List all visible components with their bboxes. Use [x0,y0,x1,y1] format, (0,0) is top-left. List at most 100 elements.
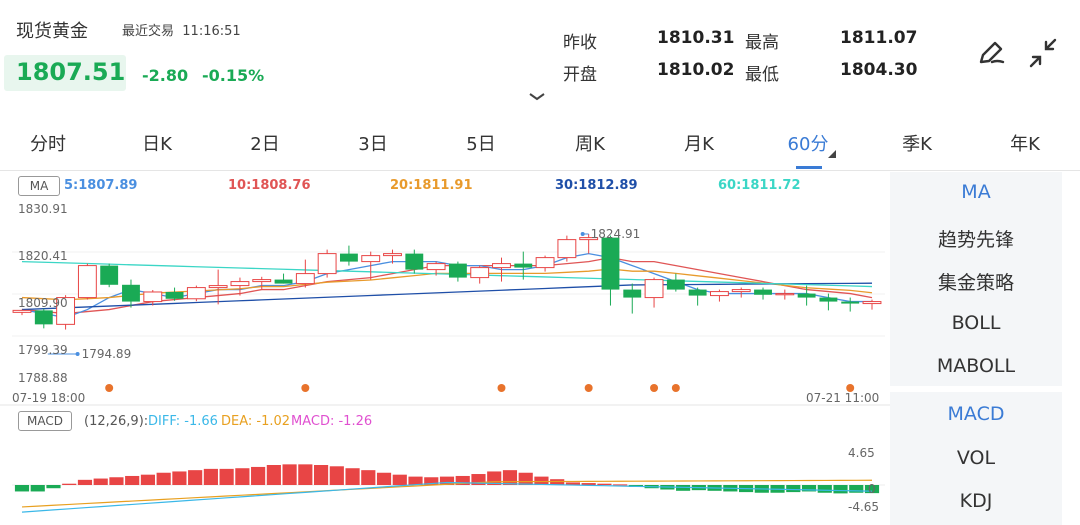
candle-body-22 [492,263,511,269]
event-dot-6 [846,384,855,392]
candle-body-18 [405,253,424,270]
price-box [4,55,126,91]
ma-legend-0: 5:1807.89 [64,178,138,193]
prev-close-label: 昨收 [563,33,597,53]
price-tick-2: 1809.90 [18,296,68,310]
side-item-1[interactable]: 趋势先锋 [937,228,1014,251]
edit-icon[interactable] [975,36,1009,70]
macd-legend-0: DIFF: -1.66 [148,414,218,429]
macd-bar-21 [345,468,360,485]
diff-line [21,481,873,513]
chart-canvas[interactable]: 1824.91 1794.89 [0,0,890,525]
macd-bar-33 [534,476,549,485]
candle-body-32 [710,291,729,297]
macd-bar-26 [424,477,439,485]
side-item-4[interactable]: MABOLL [936,355,1016,377]
macd-bar-9 [156,472,171,485]
side-item-2[interactable]: 集金策略 [937,272,1014,294]
macd-bar-50 [801,485,817,492]
tab-4[interactable]: 5日 [466,134,496,155]
side-sub-item-0[interactable]: MACD [947,403,1005,425]
macd-bar-3 [62,483,77,485]
candle-body-35 [775,293,795,296]
tab-3[interactable]: 3日 [358,134,388,155]
candle-body-9 [208,285,228,289]
candle-body-37 [819,297,838,302]
ma-legend-4: 60:1811.72 [718,178,801,193]
macd-bar-51 [817,485,832,493]
open-value: 1810.02 [657,60,735,80]
side-item-3[interactable]: BOLL [951,311,1001,334]
macd-bar-8 [140,474,156,485]
low-label: 最低 [745,65,779,85]
event-dot-1 [301,384,310,392]
low-value: 1804.30 [840,60,918,80]
last-price: 1807.51 [16,58,126,86]
macd-tick-1: 0 [868,482,876,496]
tab-5[interactable]: 周K [575,134,605,155]
macd-bar-54 [864,485,880,494]
event-dot-2 [497,384,506,392]
macd-bar-27 [439,476,455,485]
tab-9[interactable]: 年K [1010,134,1040,155]
macd-bar-11 [188,470,203,485]
macd-bar-32 [518,472,533,485]
ma60-line [21,260,873,288]
candle-body-29 [644,279,664,299]
macd-bar-35 [565,482,581,485]
instrument-title: 现货黄金 [16,21,88,42]
event-dot-3 [584,384,593,392]
ma10-line [21,256,873,315]
macd-bar-7 [125,475,140,485]
candle-body-36 [797,293,816,298]
tab-8[interactable]: 季K [902,134,932,155]
candle-body-30 [666,279,685,290]
ma20-line [21,268,873,301]
candle-body-4 [100,265,119,285]
macd-tag[interactable]: MACD [18,411,72,431]
price-change-pct: -0.15% [202,66,265,85]
candle-body-7 [165,291,184,299]
tab-6[interactable]: 月K [684,134,714,155]
ma-legend-1: 10:1808.76 [228,178,311,193]
candle-body-12 [274,279,293,284]
ma-legend-2: 20:1811.91 [390,178,473,193]
candle-body-33 [731,289,751,293]
ma5-line [21,252,872,319]
candle-body-23 [514,263,533,268]
chevron-down-icon[interactable] [528,92,546,102]
side-sub-item-2[interactable]: KDJ [959,490,993,512]
side-sub-item-1[interactable]: VOL [956,446,996,469]
candle-body-27 [601,237,620,290]
macd-legend-1: DEA: -1.02 [221,414,291,429]
macd-bar-31 [502,470,518,485]
candle-body-14 [317,253,337,275]
tab-7[interactable]: 60分 [787,134,829,155]
macd-bar-18 [298,464,313,485]
compress-icon[interactable] [1027,36,1061,70]
candle-body-39 [862,301,882,305]
tab-underline [796,166,822,169]
max-marker-dot [580,231,585,236]
tab-dropdown-icon [828,150,836,158]
side-item-0[interactable]: MA [961,181,991,203]
price-tick-4: 1788.88 [18,371,68,385]
high-value: 1811.07 [840,28,918,48]
macd-bar-17 [282,464,297,485]
min-marker-dot [75,351,80,356]
candle-body-0 [12,309,32,313]
candle-body-13 [295,273,315,285]
tab-2[interactable]: 2日 [250,134,280,155]
candle-body-17 [383,253,402,257]
tab-0[interactable]: 分时 [30,134,66,155]
macd-bar-16 [266,465,281,485]
macd-bar-49 [786,485,801,493]
dea-line [21,479,873,508]
macd-bar-19 [313,465,329,485]
candle-body-6 [143,291,163,303]
tab-1[interactable]: 日K [142,134,172,155]
ma-tag[interactable]: MA [18,176,60,196]
price-tick-0: 1830.91 [18,202,68,216]
macd-bar-13 [219,468,234,485]
candle-body-26 [579,237,599,241]
